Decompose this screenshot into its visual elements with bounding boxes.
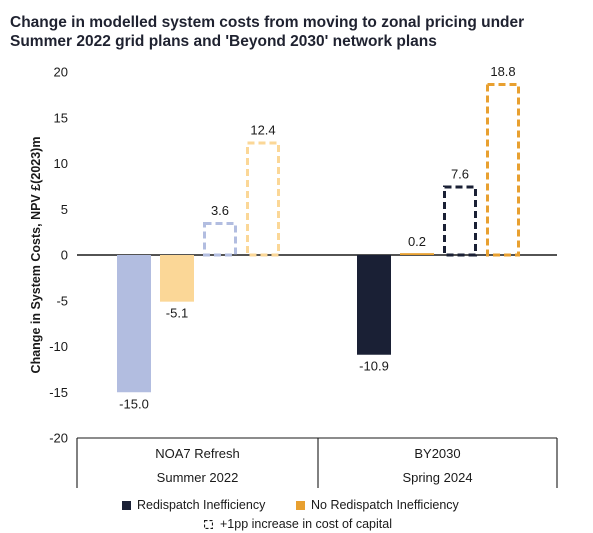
data-label: 18.8: [490, 64, 515, 79]
legend-swatch-redispatch: [122, 500, 131, 510]
bar: [357, 255, 391, 355]
y-axis-label: Change in System Costs, NPV £(2023)m: [29, 137, 43, 374]
legend-item-cost-of-capital: +1pp increase in cost of capital: [204, 517, 392, 531]
chart-title-line-2: Summer 2022 grid plans and 'Beyond 2030'…: [10, 33, 437, 50]
y-tick-label: -10: [49, 339, 68, 354]
category-sublabel: Summer 2022: [157, 470, 239, 485]
y-tick-label: -15: [49, 385, 68, 400]
bar: [117, 255, 151, 393]
data-label: -10.9: [359, 359, 389, 374]
y-tick-label: 0: [61, 248, 68, 263]
data-label: 7.6: [451, 166, 469, 181]
bar-cost-of-capital: [246, 141, 280, 257]
y-tick-label: -20: [49, 431, 68, 446]
y-tick-label: -5: [56, 293, 68, 308]
category-sublabel: Spring 2024: [402, 470, 472, 485]
chart-title: Change in modelled system costs from mov…: [10, 13, 585, 51]
data-label: 0.2: [408, 234, 426, 249]
bar-cost-of-capital: [203, 222, 237, 257]
data-label: 3.6: [211, 203, 229, 218]
y-tick-label: 20: [54, 65, 68, 80]
data-label: -15.0: [119, 396, 149, 411]
legend-item-no-redispatch: No Redispatch Inefficiency: [296, 498, 459, 512]
bar-cost-of-capital: [443, 185, 477, 257]
bar: [160, 255, 194, 302]
y-tick-label: 5: [61, 202, 68, 217]
y-tick-label: 10: [54, 156, 68, 171]
bar: [400, 253, 434, 255]
chart-title-line-1: Change in modelled system costs from mov…: [10, 14, 525, 31]
legend-item-redispatch: Redispatch Inefficiency: [122, 498, 265, 512]
data-label: 12.4: [250, 123, 275, 138]
dashed-square-icon: [204, 519, 213, 529]
data-label: -5.1: [166, 306, 188, 321]
legend-label-redispatch: Redispatch Inefficiency: [137, 498, 266, 512]
y-tick-label: 15: [54, 110, 68, 125]
legend-label-no-redispatch: No Redispatch Inefficiency: [311, 498, 459, 512]
category-label: BY2030: [414, 446, 460, 461]
category-label: NOA7 Refresh: [155, 446, 240, 461]
legend-label-cost-of-capital: +1pp increase in cost of capital: [220, 517, 392, 531]
legend-swatch-no-redispatch: [296, 500, 305, 510]
bar-cost-of-capital: [486, 82, 520, 257]
